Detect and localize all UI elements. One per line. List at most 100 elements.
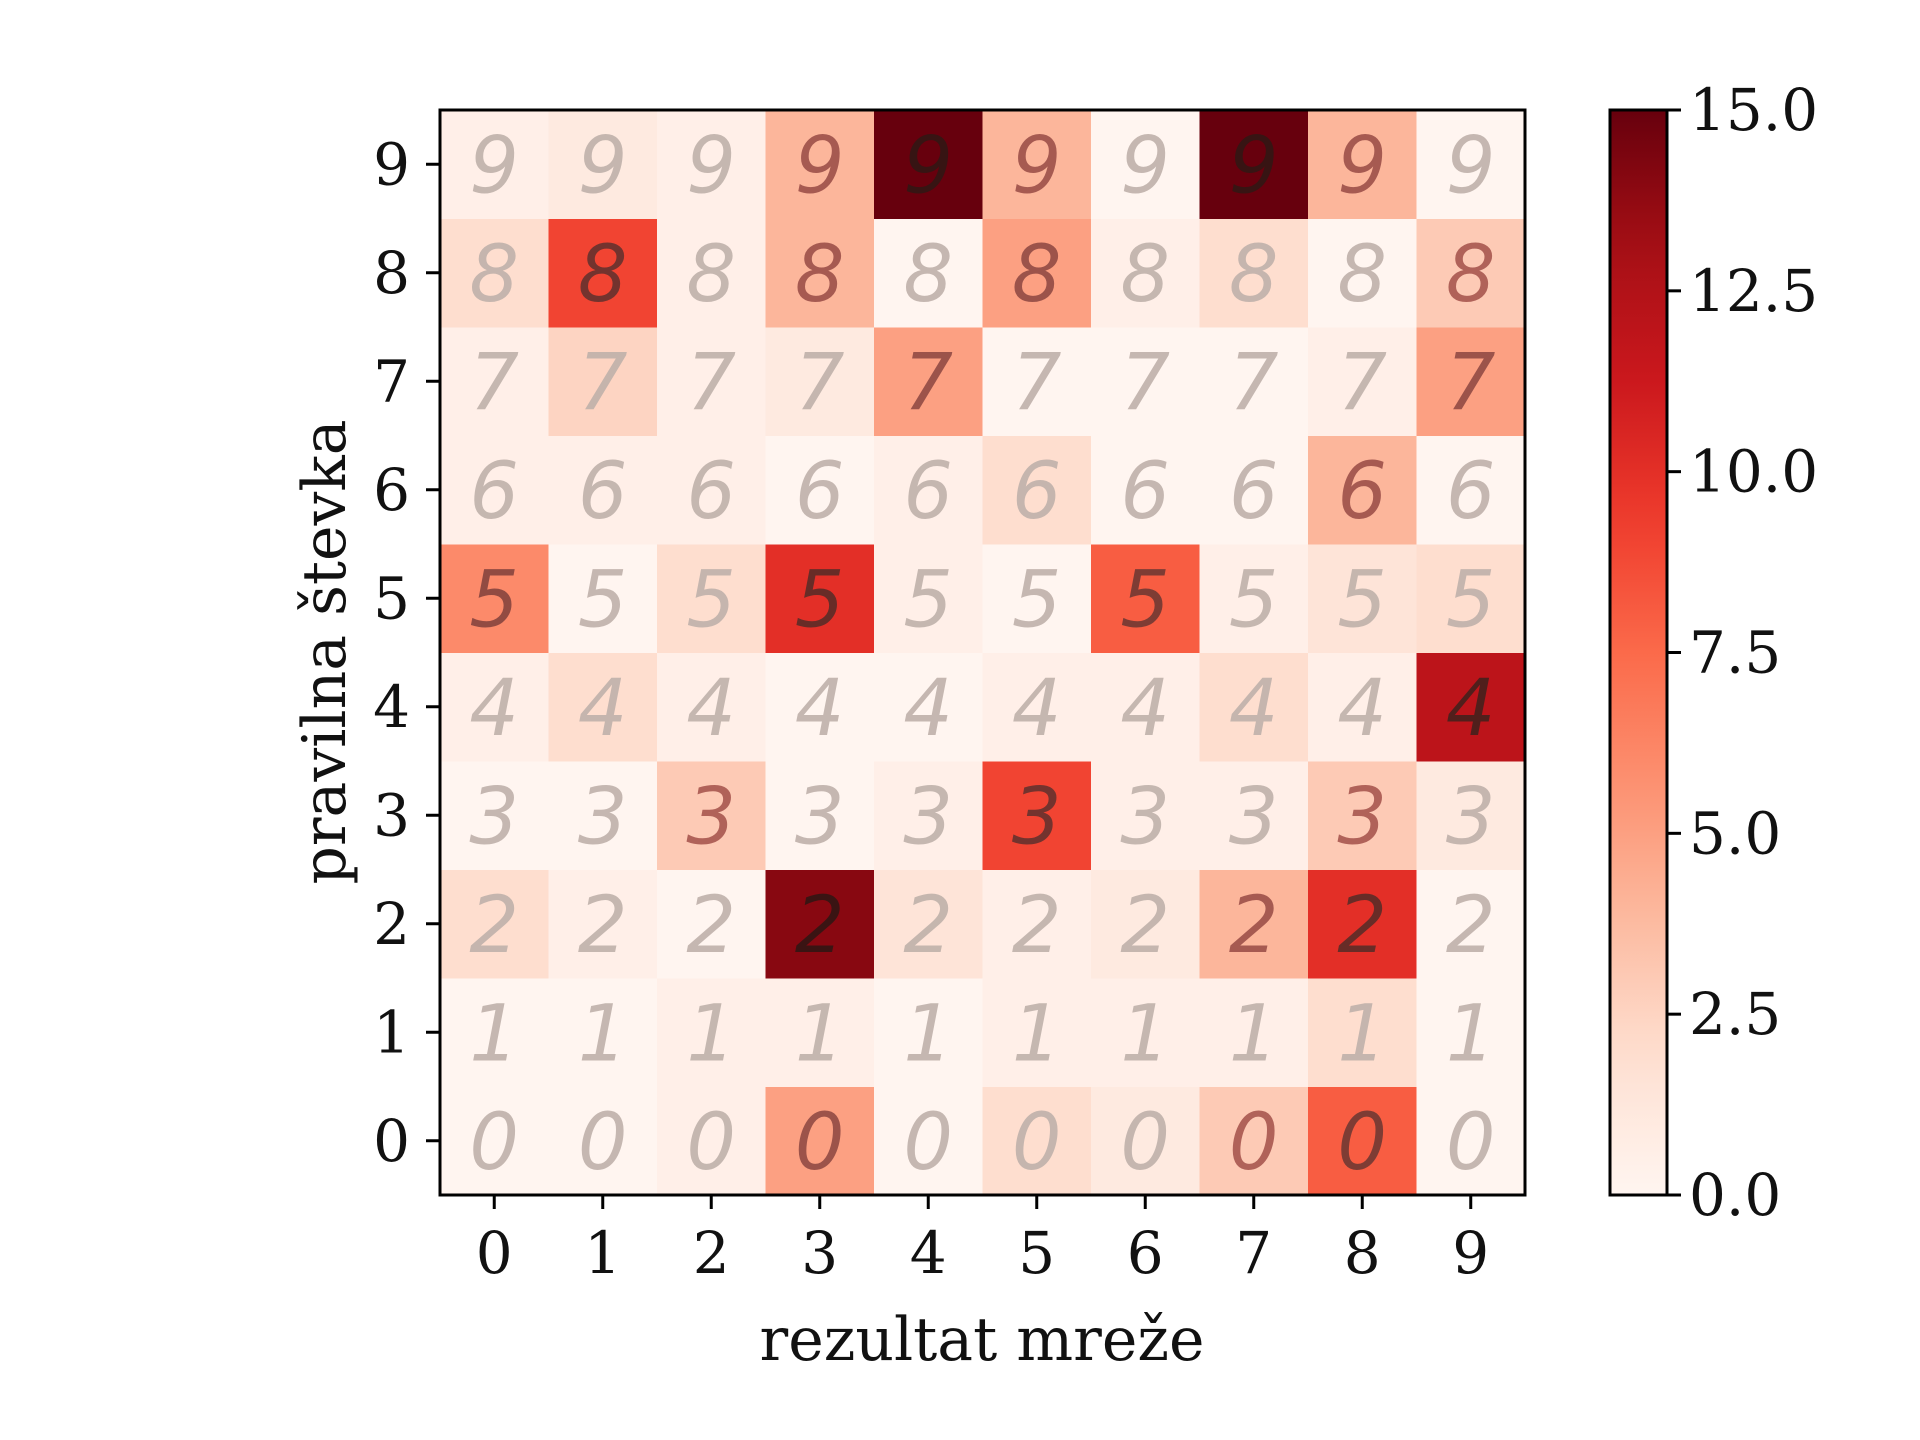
digit-overlay: 4: [903, 664, 953, 754]
heatmap-cell: [548, 1086, 658, 1196]
heatmap-cell: [440, 1086, 549, 1196]
x-tick-label: 9: [1452, 1219, 1489, 1287]
heatmap-cell: [1416, 978, 1526, 1087]
digit-overlay: 1: [578, 989, 628, 1079]
digit-overlay: 3: [903, 772, 953, 862]
heatmap-cell: [440, 218, 549, 328]
heatmap-cell: [440, 110, 549, 219]
heatmap-cell: [657, 544, 766, 653]
digit-overlay: 5: [1012, 555, 1062, 645]
digit-overlay: 8: [1120, 230, 1170, 320]
heatmap-cell: [765, 544, 875, 653]
heatmap-cell: [1308, 1086, 1417, 1196]
heatmap-cell: [657, 218, 766, 328]
digit-overlay: 5: [686, 555, 736, 645]
digit-overlay: 2: [1229, 881, 1279, 971]
digit-overlay: 0: [1120, 1098, 1170, 1188]
x-tick-label: 6: [1127, 1219, 1164, 1287]
heatmap-cell: [657, 869, 766, 979]
digit-overlay: 8: [1229, 230, 1279, 320]
digit-overlay: 1: [1012, 989, 1062, 1079]
x-tick-label: 1: [584, 1219, 621, 1287]
y-tick-label: 2: [373, 890, 410, 958]
digit-overlay: 0: [1229, 1098, 1279, 1188]
heatmap-cell: [1308, 110, 1417, 219]
y-axis-label: pravilna števka: [290, 419, 360, 884]
heatmap-cell: [1091, 652, 1200, 762]
heatmap-cell: [1199, 652, 1309, 762]
y-tick-label: 6: [373, 456, 410, 524]
digit-overlay: 0: [1337, 1098, 1387, 1188]
heatmap-cell: [1308, 869, 1417, 979]
colorbar-tick-label: 5.0: [1689, 799, 1781, 867]
heatmap-cell: [874, 1086, 983, 1196]
digit-overlay: 2: [1012, 881, 1062, 971]
heatmap-cell: [765, 110, 875, 219]
digit-overlay: 1: [686, 989, 736, 1079]
heatmap-cell: [1416, 761, 1526, 870]
heatmap-cell: [548, 110, 658, 219]
heatmap-cell: [440, 978, 549, 1087]
digit-overlay: 5: [1229, 555, 1279, 645]
heatmap-cell: [982, 1086, 1092, 1196]
digit-overlay: 8: [903, 230, 953, 320]
y-tick-label: 1: [373, 998, 410, 1066]
heatmap-cell: [1416, 652, 1526, 762]
y-tick-label: 0: [373, 1107, 410, 1175]
heatmap-cell: [657, 652, 766, 762]
digit-overlay: 6: [1337, 447, 1387, 537]
heatmap-cell: [1091, 435, 1200, 545]
x-tick-label: 5: [1018, 1219, 1055, 1287]
heatmap-cell: [874, 327, 983, 436]
heatmap-cell: [765, 869, 875, 979]
digit-overlay: 4: [686, 664, 736, 754]
heatmap-cell: [1416, 1086, 1526, 1196]
plot-frame: [438, 108, 1527, 1197]
heatmap-cell: [440, 327, 549, 436]
digit-overlay: 2: [469, 881, 519, 971]
x-tick-label: 4: [910, 1219, 947, 1287]
heatmap-cell: [874, 652, 983, 762]
digit-overlay: 1: [1120, 989, 1170, 1079]
digit-overlay: 3: [795, 772, 845, 862]
heatmap-cell: [1416, 327, 1526, 436]
digit-overlay: 2: [578, 881, 628, 971]
digit-overlay: 6: [686, 447, 736, 537]
y-tick-label: 7: [373, 347, 410, 415]
digit-overlay: 0: [578, 1098, 628, 1188]
heatmap-cell: [1199, 435, 1309, 545]
digit-overlay: 3: [1120, 772, 1170, 862]
y-tick-label: 5: [373, 564, 410, 632]
heatmap-cell: [982, 110, 1092, 219]
heatmap-cell: [874, 544, 983, 653]
digit-overlay: 0: [795, 1098, 845, 1188]
heatmap-cell: [1308, 761, 1417, 870]
colorbar-tick-label: 2.5: [1689, 980, 1781, 1048]
digit-overlay: 8: [578, 230, 628, 320]
digit-overlay: 9: [469, 121, 519, 211]
heatmap-cell: [1308, 978, 1417, 1087]
digit-overlay: 3: [1337, 772, 1387, 862]
digit-overlay: 6: [1229, 447, 1279, 537]
heatmap-cell: [1416, 218, 1526, 328]
digit-overlay: 3: [469, 772, 519, 862]
heatmap-cell: [1308, 327, 1417, 436]
colorbar: [1608, 108, 1669, 1197]
heatmap-cell: [1416, 110, 1526, 219]
digit-overlay: 7: [469, 338, 519, 428]
heatmap-cell: [765, 218, 875, 328]
digit-overlay: 6: [795, 447, 845, 537]
digit-overlay: 0: [469, 1098, 519, 1188]
heatmap-cell: [874, 869, 983, 979]
digit-overlay: 4: [1446, 664, 1496, 754]
heatmap-cell: [765, 1086, 875, 1196]
heatmap-cell: [440, 652, 549, 762]
digit-overlay: 5: [1446, 555, 1496, 645]
digit-overlay: 3: [686, 772, 736, 862]
digit-overlay: 6: [1012, 447, 1062, 537]
digit-overlay: 1: [1229, 989, 1279, 1079]
digit-overlay: 3: [1012, 772, 1062, 862]
digit-overlay: 9: [1012, 121, 1062, 211]
digit-overlay: 2: [1446, 881, 1496, 971]
digit-overlay: 9: [795, 121, 845, 211]
